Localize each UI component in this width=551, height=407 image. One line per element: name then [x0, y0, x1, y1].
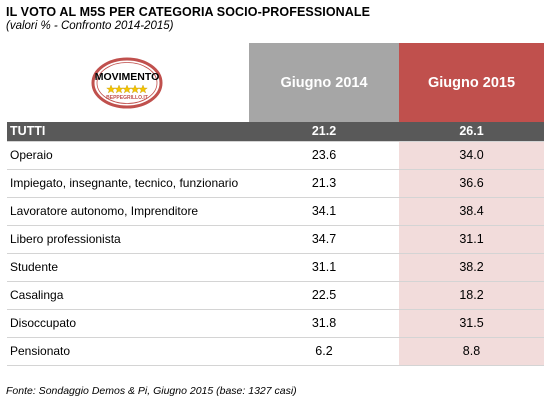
row-label: Lavoratore autonomo, Imprenditore: [10, 204, 199, 218]
total-value-2015: 26.1: [459, 124, 484, 138]
logo-cell: MOVIMENTO BEPPEGRILLO.IT: [7, 43, 249, 122]
row-label: Operaio: [10, 148, 53, 162]
row-value-2014: 23.6: [249, 142, 399, 169]
total-value-2014: 21.2: [311, 124, 337, 138]
table-row: Disoccupato 31.8 31.5: [7, 309, 544, 337]
row-label: Libero professionista: [10, 232, 121, 246]
total-row: TUTTI 21.2 26.1: [7, 122, 544, 141]
row-value-2015: 31.5: [399, 310, 544, 337]
table-row: Studente 31.1 38.2: [7, 253, 544, 281]
row-value-2014: 21.3: [249, 170, 399, 197]
row-value-2015: 18.2: [399, 282, 544, 309]
table-subtitle: (valori % - Confronto 2014-2015): [6, 20, 174, 32]
row-value-2014: 31.8: [249, 310, 399, 337]
row-label: Pensionato: [10, 344, 71, 358]
row-value-2015: 36.6: [399, 170, 544, 197]
row-label: Casalinga: [10, 288, 64, 302]
table-row: Impiegato, insegnante, tecnico, funziona…: [7, 169, 544, 197]
logo-sub: BEPPEGRILLO.IT: [106, 95, 148, 101]
row-label: Disoccupato: [10, 316, 77, 330]
row-value-2015: 8.8: [399, 338, 544, 365]
table-title: IL VOTO AL M5S PER CATEGORIA SOCIO-PROFE…: [6, 5, 371, 19]
data-table: MOVIMENTO BEPPEGRILLO.IT Giugno 2014 Giu…: [7, 43, 544, 366]
row-value-2014: 6.2: [249, 338, 399, 365]
table-row: Operaio 23.6 34.0: [7, 141, 544, 169]
column-header-2014: Giugno 2014: [249, 43, 399, 122]
row-value-2014: 34.1: [249, 198, 399, 225]
row-value-2015: 31.1: [399, 226, 544, 253]
logo-word: MOVIMENTO: [95, 71, 160, 83]
row-value-2014: 34.7: [249, 226, 399, 253]
column-header-2015: Giugno 2015: [399, 43, 544, 122]
table-row: Pensionato 6.2 8.8: [7, 337, 544, 366]
table-row: Libero professionista 34.7 31.1: [7, 225, 544, 253]
table-row: Casalinga 22.5 18.2: [7, 281, 544, 309]
row-value-2015: 38.4: [399, 198, 544, 225]
row-value-2014: 31.1: [249, 254, 399, 281]
row-label: Impiegato, insegnante, tecnico, funziona…: [10, 176, 239, 190]
table-row: Lavoratore autonomo, Imprenditore 34.1 3…: [7, 197, 544, 225]
total-label: TUTTI: [10, 124, 46, 138]
table-header: MOVIMENTO BEPPEGRILLO.IT Giugno 2014 Giu…: [7, 43, 544, 122]
source-note: Fonte: Sondaggio Demos & Pi, Giugno 2015…: [6, 385, 297, 397]
row-label: Studente: [10, 260, 59, 274]
row-value-2015: 34.0: [399, 142, 544, 169]
row-value-2015: 38.2: [399, 254, 544, 281]
row-value-2014: 22.5: [249, 282, 399, 309]
m5s-logo-icon: MOVIMENTO BEPPEGRILLO.IT: [91, 57, 163, 109]
